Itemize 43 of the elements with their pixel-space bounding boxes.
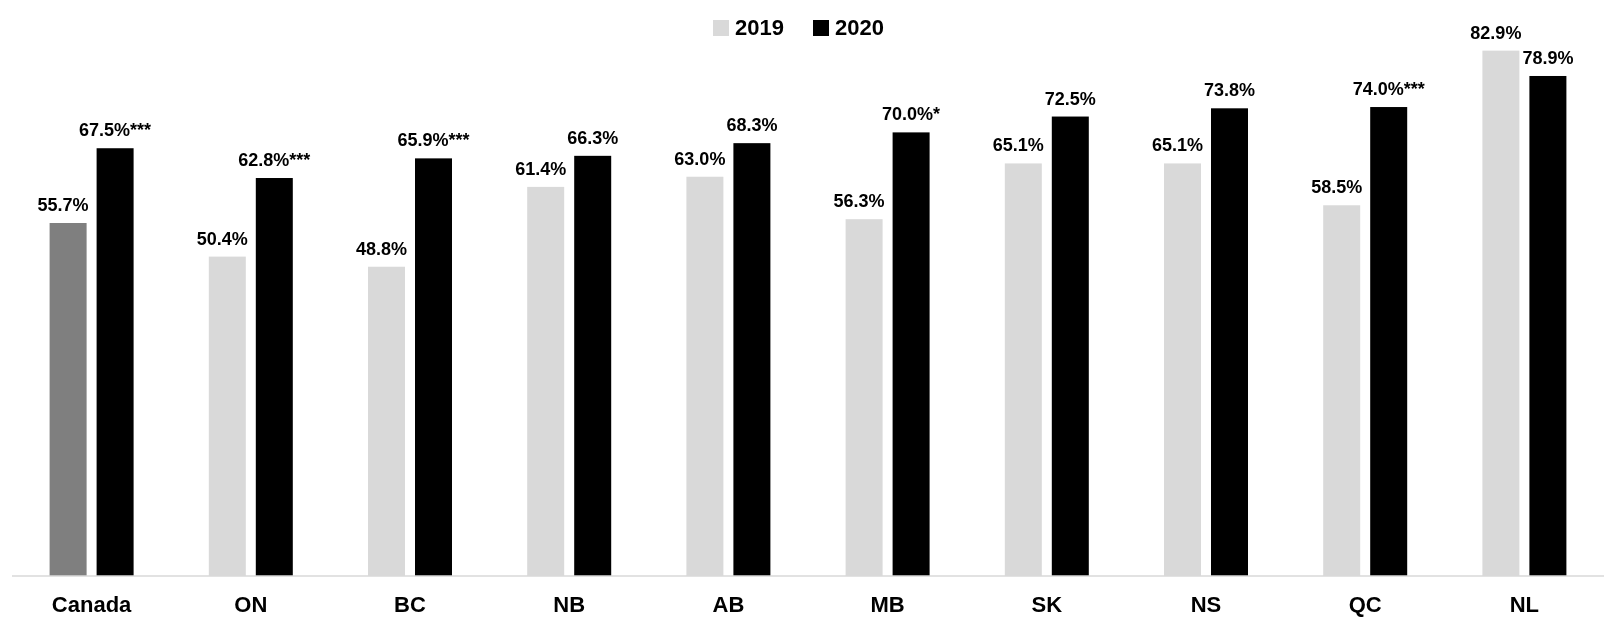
- data-label: 58.5%: [1311, 177, 1363, 198]
- bar: [1211, 108, 1248, 576]
- bar: [733, 143, 771, 576]
- bar: [255, 178, 293, 576]
- data-label: 61.4%: [515, 158, 567, 179]
- bar: [1529, 75, 1567, 576]
- data-label: 74.0%***: [1352, 79, 1425, 100]
- x-tick-label: QC: [1348, 592, 1382, 617]
- data-label: 56.3%: [833, 191, 885, 212]
- data-label: 72.5%: [1044, 88, 1096, 109]
- x-tick-label: SK: [1031, 592, 1063, 617]
- legend-label: 2019: [735, 15, 784, 40]
- x-tick-label: BC: [394, 592, 426, 617]
- x-tick-label: NB: [553, 592, 586, 617]
- bar: [1051, 116, 1089, 576]
- data-label: 48.8%: [355, 238, 407, 259]
- data-label: 70.0%*: [882, 104, 941, 125]
- x-tick-label: NS: [1190, 592, 1222, 617]
- bar: [96, 148, 134, 576]
- bar: [415, 158, 452, 576]
- data-label: 68.3%: [726, 115, 778, 136]
- data-label: 66.3%: [567, 127, 619, 148]
- data-label: 50.4%: [196, 228, 248, 249]
- bar: [1370, 107, 1408, 576]
- data-label: 55.7%: [37, 195, 89, 216]
- data-label: 63.0%: [674, 148, 726, 169]
- data-label: 62.8%***: [238, 150, 311, 171]
- x-tick-label: Canada: [51, 592, 133, 617]
- data-label: 65.1%: [1151, 135, 1203, 156]
- data-label: 65.9%***: [397, 130, 470, 151]
- x-tick-label: AB: [712, 592, 745, 617]
- x-tick-label: NL: [1509, 592, 1540, 617]
- data-label: 82.9%: [1470, 22, 1522, 43]
- data-label: 78.9%: [1522, 47, 1574, 68]
- legend-label: 2020: [835, 15, 884, 40]
- bar: [574, 155, 612, 576]
- x-tick-label: MB: [870, 592, 905, 617]
- x-tick-label: ON: [234, 592, 268, 617]
- bar: [49, 223, 87, 576]
- bar: [892, 132, 930, 576]
- data-label: 65.1%: [992, 135, 1044, 156]
- data-label: 67.5%***: [79, 120, 152, 141]
- data-label: 73.8%: [1203, 80, 1256, 101]
